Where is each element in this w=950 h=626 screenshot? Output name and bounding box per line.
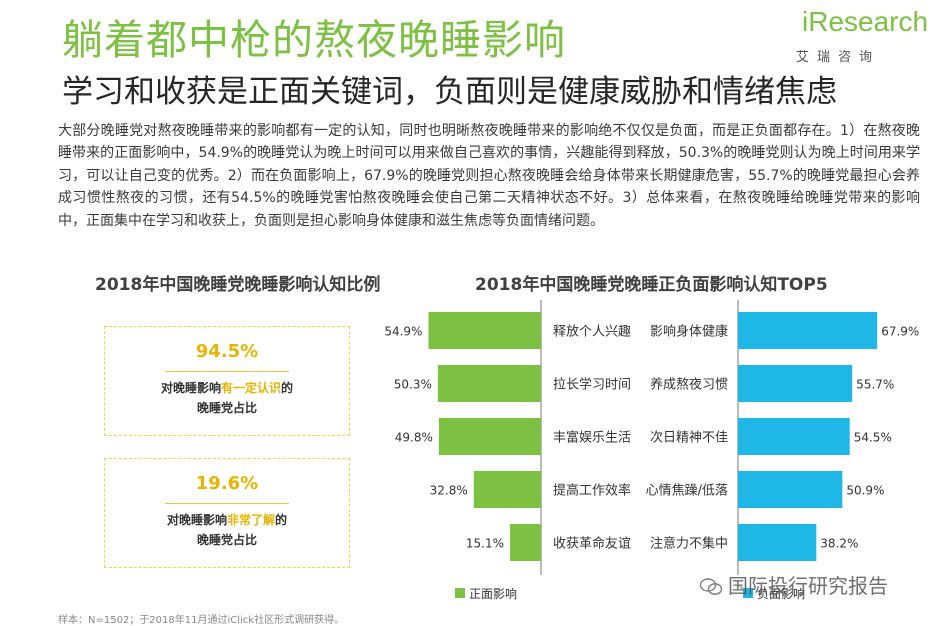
positive-value-label: 49.8% xyxy=(395,431,433,445)
negative-value-label: 38.2% xyxy=(820,537,858,551)
logo-subtext: 艾瑞咨询 xyxy=(796,50,881,65)
negative-bar xyxy=(738,418,850,455)
page-title: 躺着都中枪的熬夜晚睡影响 xyxy=(62,16,566,64)
negative-value-label: 67.9% xyxy=(881,325,919,339)
negative-category-label: 影响身体健康 xyxy=(650,324,728,340)
positive-category-label: 释放个人兴趣 xyxy=(553,325,631,340)
stat-card-very-familiar: 19.6% 对晚睡影响非常了解的 晚睡党占比 xyxy=(104,458,350,568)
left-section-title: 2018年中国晚睡党晚睡影响认知比例 xyxy=(95,275,381,295)
positive-category-label: 提高工作效率 xyxy=(553,483,631,499)
right-section-title: 2018年中国晚睡党晚睡正负面影响认知TOP5 xyxy=(475,275,828,295)
stat-card-caption-2: 晚睡党占比 xyxy=(196,401,257,415)
iresearch-logo: iResearch 艾瑞咨询 xyxy=(796,6,928,65)
positive-bar xyxy=(438,418,541,455)
negative-value-label: 55.7% xyxy=(856,378,894,392)
negative-category-label: 心情焦躁/低落 xyxy=(646,484,728,499)
stat-card-caption-2: 晚睡党占比 xyxy=(196,533,257,547)
negative-category-label: 注意力不集中 xyxy=(650,536,728,552)
stat-card-caption: 对晚睡影响有一定认识的 xyxy=(160,381,294,395)
logo-word: iResearch xyxy=(802,6,929,37)
positive-value-label: 54.9% xyxy=(384,325,422,339)
negative-value-label: 50.9% xyxy=(846,484,884,498)
negative-value-label: 54.5% xyxy=(854,431,892,445)
page-subtitle: 学习和收获是正面关键词，负面则是健康威胁和情绪焦虑 xyxy=(62,74,837,110)
impact-bar-chart: 54.9% 释放个人兴趣 50.3% 拉长学习时间 49.8% 丰富娱乐生活 32.8% 提高… xyxy=(384,300,919,601)
legend-label-negative: 负面影响 xyxy=(757,586,805,601)
wechat-icon xyxy=(700,578,722,595)
negative-bar xyxy=(738,312,878,349)
legend-label-positive: 正面影响 xyxy=(469,586,517,601)
watermark: 国际投行研究报告 xyxy=(700,570,888,599)
stat-card-divider xyxy=(165,371,289,372)
stat-card-aware: 94.5% 对晚睡影响有一定认识的 晚睡党占比 xyxy=(104,326,350,436)
watermark-text: 国际投行研究报告 xyxy=(728,574,888,598)
positive-category-label: 丰富娱乐生活 xyxy=(553,430,631,446)
positive-category-label: 收获革命友谊 xyxy=(553,536,631,552)
positive-value-label: 50.3% xyxy=(394,378,432,392)
negative-bar xyxy=(738,471,843,508)
stat-card-caption: 对晚睡影响非常了解的 xyxy=(166,513,288,527)
negative-category-label: 次日精神不佳 xyxy=(650,430,728,446)
legend-swatch-positive xyxy=(455,588,465,598)
stat-card-percent: 19.6% xyxy=(195,473,259,494)
positive-bar xyxy=(510,524,541,561)
summary-paragraph: 大部分晚睡党对熬夜晚睡带来的影响都有一定的认知，同时也明晰熬夜晚睡带来的影响绝不… xyxy=(58,123,920,229)
positive-category-label: 拉长学习时间 xyxy=(553,377,631,393)
negative-category-label: 养成熬夜习惯 xyxy=(650,377,728,393)
positive-bar xyxy=(428,312,541,349)
positive-bar xyxy=(437,365,541,402)
positive-value-label: 32.8% xyxy=(430,484,468,498)
negative-bar xyxy=(738,365,853,402)
stat-card-divider xyxy=(165,503,289,504)
positive-bar xyxy=(473,471,541,508)
stat-card-percent: 94.5% xyxy=(195,341,259,362)
legend-swatch-negative xyxy=(743,588,753,598)
footnote: 样本：N=1502；于2018年11月通过iClick社区形式调研获得。 xyxy=(58,615,345,626)
positive-value-label: 15.1% xyxy=(466,537,504,551)
negative-bar xyxy=(738,524,817,561)
